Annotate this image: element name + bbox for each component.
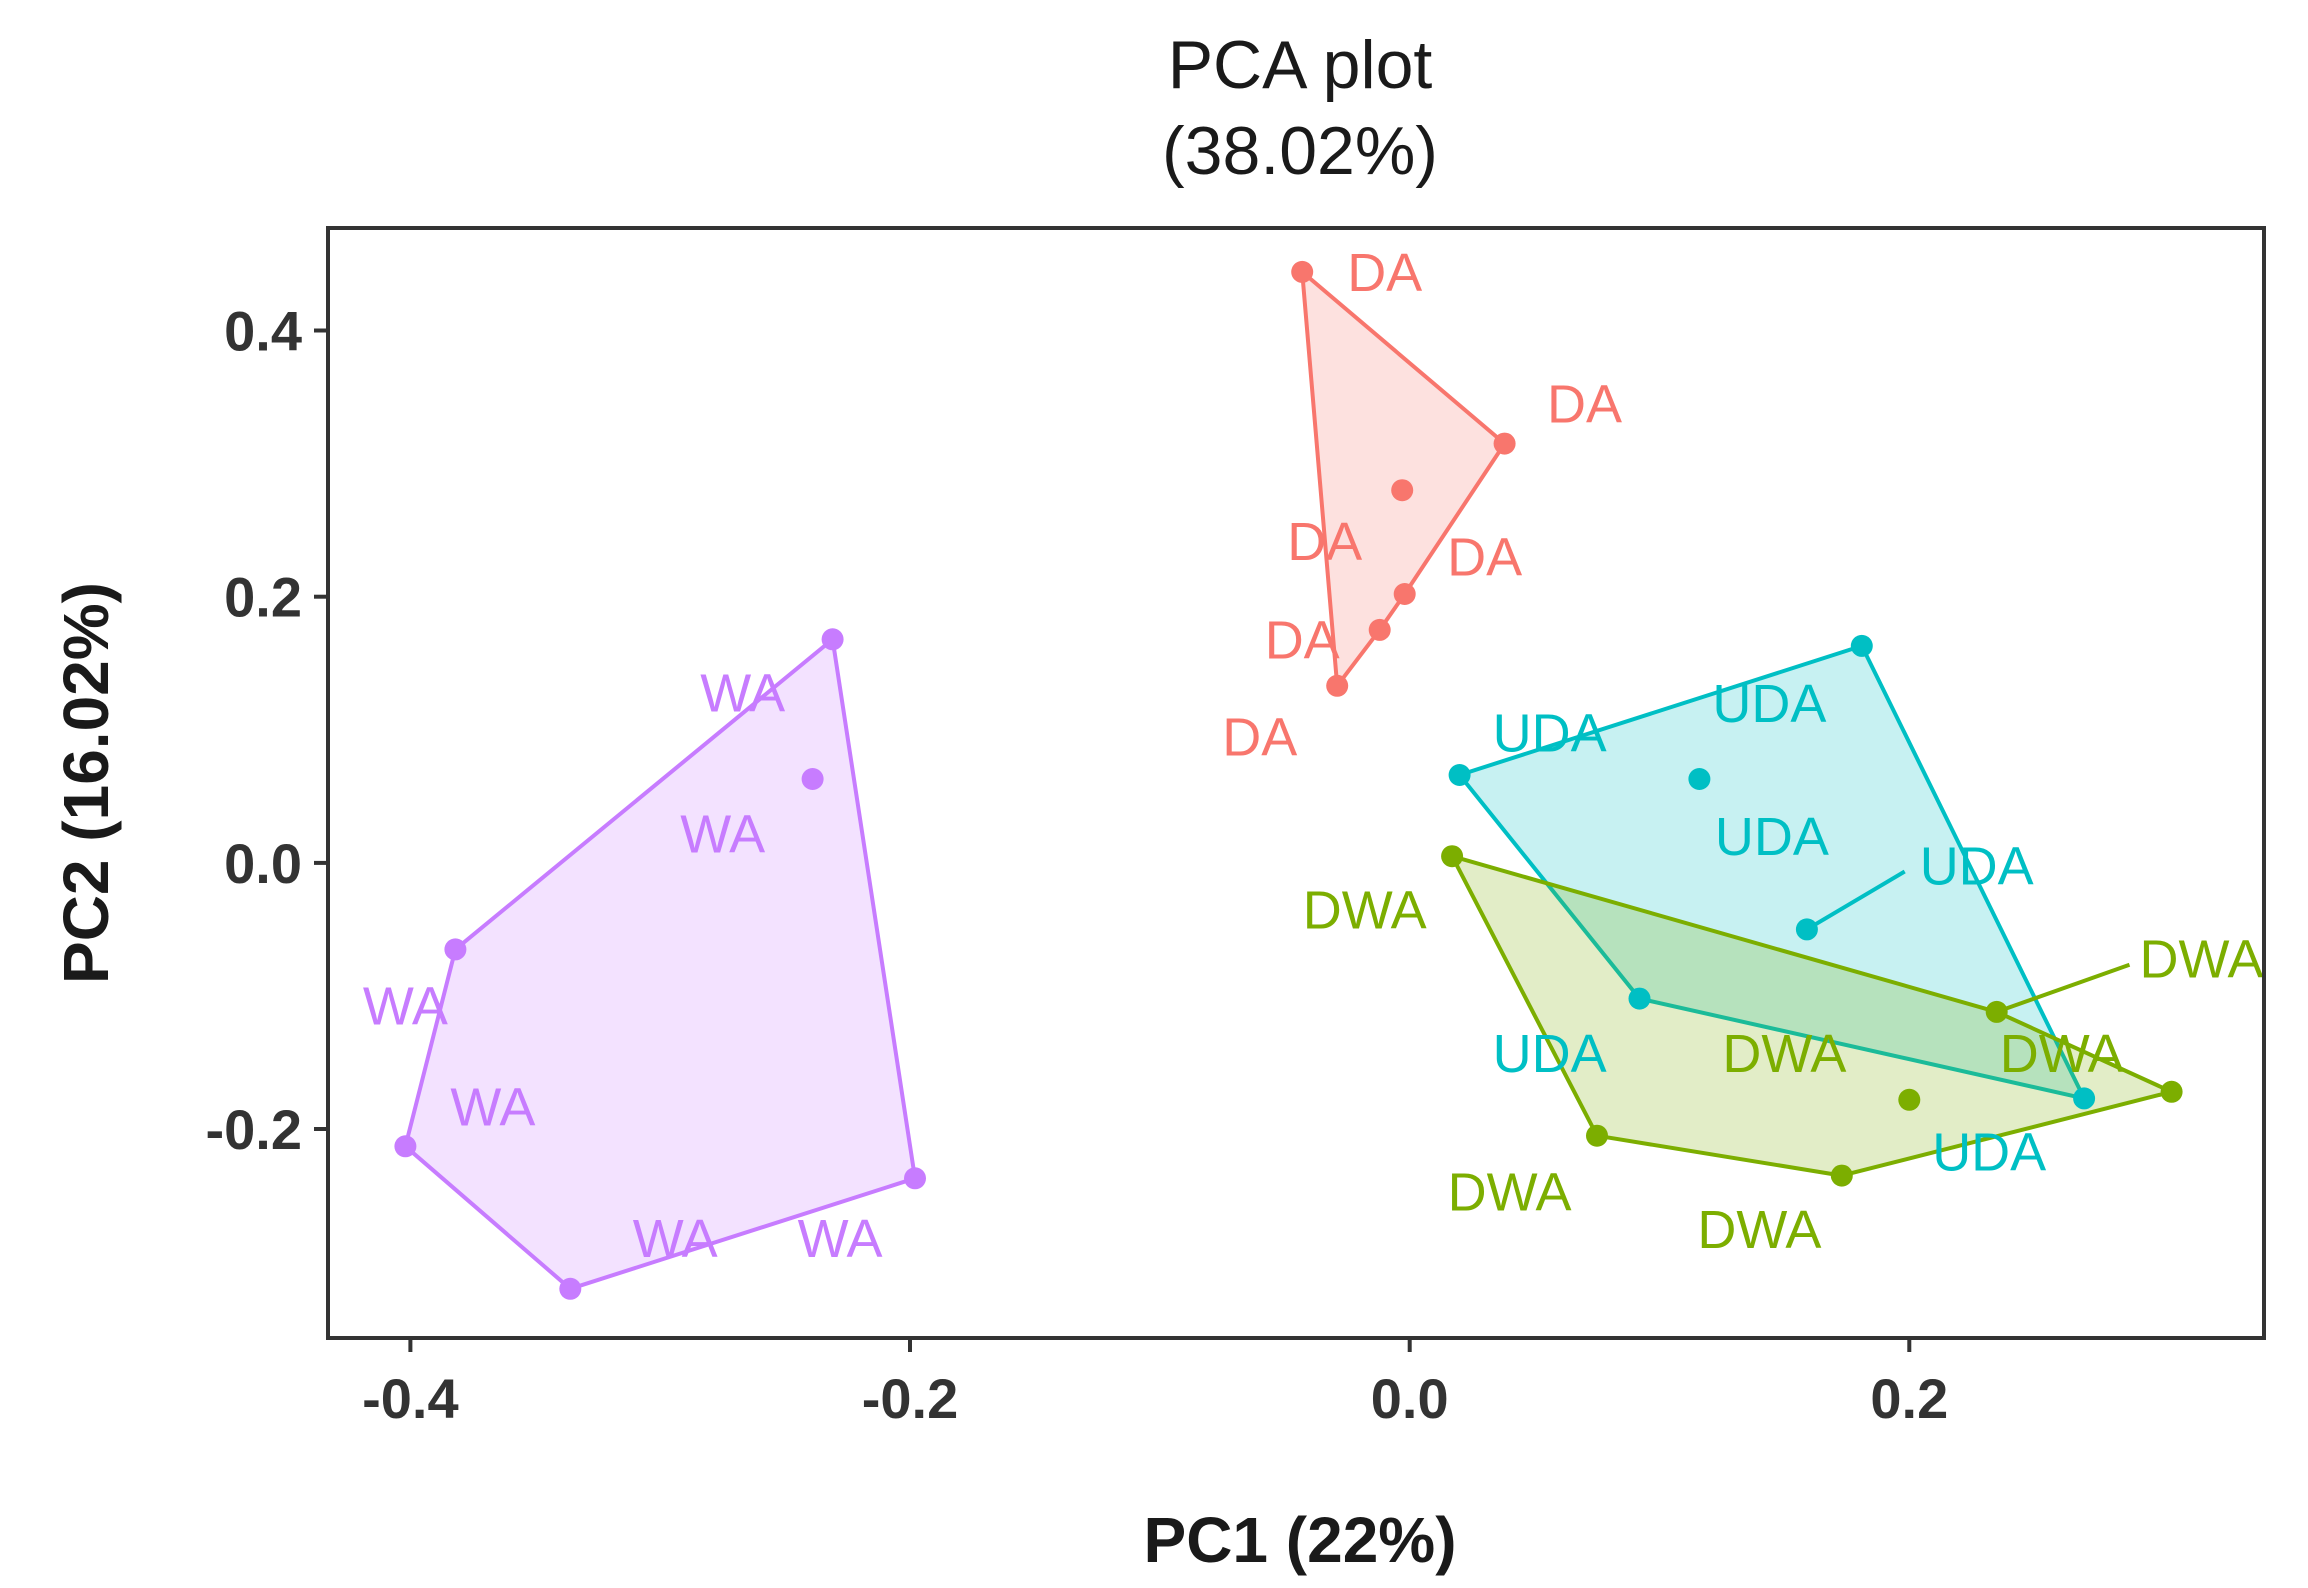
point-label-uda-5: UDA [1493, 1024, 1607, 1084]
x-tick-label-1: -0.4 [362, 1367, 459, 1430]
point-label-dwa-1: DWA [1303, 880, 1427, 940]
point-da-3 [1391, 479, 1414, 502]
point-dwa-4 [2160, 1080, 2183, 1103]
hull-dwa [1450, 854, 2174, 1178]
point-dwa-1 [1441, 845, 1464, 868]
leader-line-dwa-2 [1996, 962, 2131, 1014]
point-da-4 [1393, 583, 1416, 605]
point-label-da-5: DA [1265, 610, 1340, 670]
point-label-dwa-3: DWA [1722, 1024, 1846, 1084]
point-dwa-3 [1898, 1088, 1921, 1111]
point-uda-4 [1795, 918, 1818, 941]
chart-subtitle: (38.02%) [1162, 113, 1438, 189]
point-label-uda-4: UDA [1920, 837, 2034, 897]
point-wa-6 [904, 1167, 926, 1190]
y-tick-label-1: 0.4 [224, 300, 302, 363]
leader-line-uda-4 [1805, 869, 1906, 932]
point-uda-5 [1628, 987, 1651, 1010]
point-label-uda-6: UDA [1932, 1123, 2046, 1183]
point-da-6 [1326, 674, 1349, 697]
point-label-dwa-4: DWA [2000, 1024, 2124, 1084]
point-wa-1 [821, 628, 844, 651]
y-tick-label-2: 0.2 [224, 566, 302, 629]
x-tick-label-4: 0.2 [1870, 1367, 1948, 1430]
hull-da [1300, 269, 1507, 688]
points-layer [394, 260, 2183, 1300]
point-label-dwa-5: DWA [1448, 1163, 1572, 1223]
point-label-da-6: DA [1222, 707, 1297, 767]
point-label-wa-1: WA [700, 664, 785, 724]
plot-panel [326, 226, 2266, 1340]
point-da-1 [1291, 260, 1314, 283]
point-dwa-2 [1985, 1000, 2008, 1023]
point-label-da-2: DA [1547, 375, 1622, 435]
point-label-da-3: DA [1287, 512, 1362, 572]
point-label-wa-4: WA [450, 1077, 535, 1137]
point-label-uda-1: UDA [1712, 674, 1826, 734]
point-wa-2 [801, 768, 824, 790]
point-uda-6 [2073, 1087, 2096, 1110]
point-label-uda-2: UDA [1493, 703, 1607, 763]
x-axis-title: PC1 (22%) [1144, 1504, 1457, 1576]
point-wa-3 [444, 938, 467, 961]
x-tick-label-2: -0.2 [862, 1367, 959, 1430]
point-label-uda-3: UDA [1715, 807, 1829, 867]
y-tick-label-4: -0.2 [206, 1098, 303, 1161]
point-label-wa-3: WA [363, 976, 448, 1036]
point-dwa-6 [1830, 1164, 1853, 1187]
hull-wa [403, 637, 917, 1291]
point-wa-4 [394, 1135, 417, 1158]
point-da-2 [1493, 432, 1516, 455]
y-tick-label-3: 0.0 [224, 832, 302, 895]
chart-title: PCA plot [1168, 27, 1433, 103]
point-label-dwa-2: DWA [2140, 930, 2264, 990]
point-label-wa-6: WA [798, 1209, 883, 1269]
point-label-wa-5: WA [633, 1209, 718, 1269]
x-axis: -0.4 -0.2 0.0 0.2 [362, 1338, 1948, 1430]
x-tick-label-3: 0.0 [1371, 1367, 1449, 1430]
y-axis-title: PC2 (16.02%) [50, 582, 122, 984]
point-dwa-5 [1586, 1124, 1608, 1147]
point-wa-5 [559, 1277, 582, 1300]
y-axis: 0.4 0.2 0.0 -0.2 [206, 300, 328, 1161]
hulls-layer [403, 269, 2174, 1291]
point-da-5 [1368, 618, 1391, 641]
point-uda-1 [1850, 634, 1873, 657]
point-uda-3 [1688, 768, 1711, 790]
point-label-da-4: DA [1447, 528, 1522, 588]
point-uda-2 [1448, 764, 1471, 786]
point-label-dwa-6: DWA [1697, 1200, 1821, 1260]
point-label-wa-2: WA [680, 805, 765, 865]
point-label-da-1: DA [1347, 243, 1422, 303]
